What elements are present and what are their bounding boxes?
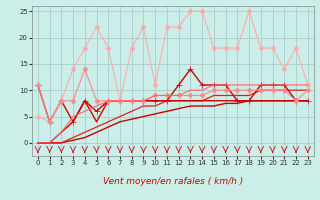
X-axis label: Vent moyen/en rafales ( km/h ): Vent moyen/en rafales ( km/h ) [103,177,243,186]
